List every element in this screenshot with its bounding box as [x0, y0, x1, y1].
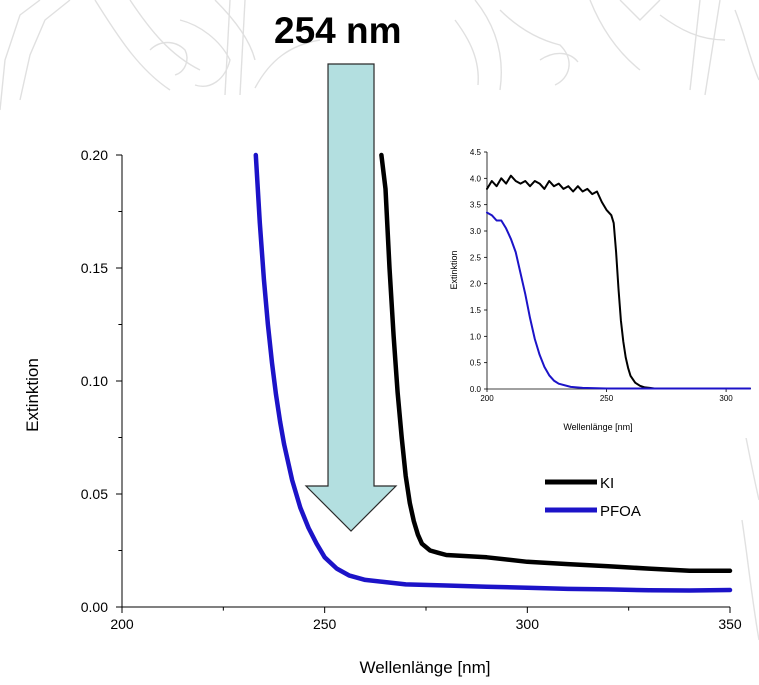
- wavelength-arrow: [304, 63, 398, 532]
- inset-series-line-pfoa: [486, 211, 751, 390]
- y-tick-label: 0.10: [81, 373, 108, 389]
- inset-y-tick-label: 3.5: [470, 201, 482, 210]
- inset-x-tick-label: 300: [719, 394, 733, 403]
- main-plot-area: [253, 152, 733, 593]
- inset-x-tick-label: 250: [600, 394, 614, 403]
- inset-series-line-ki: [486, 174, 751, 390]
- main-axes: 200 250 300 350 0.00 0.05 0.10 0.15 0.20: [81, 147, 742, 632]
- y-tick-label: 0.15: [81, 260, 108, 276]
- inset-y-tick-label: 0.5: [470, 359, 482, 368]
- inset-y-tick-label: 2.5: [470, 253, 482, 262]
- inset-y-tick-label: 0.0: [470, 385, 482, 394]
- legend-label-ki: KI: [600, 475, 614, 492]
- y-axis-title: Extinktion: [23, 358, 42, 432]
- x-axis-title: Wellenlänge [nm]: [359, 658, 490, 677]
- legend: KI PFOA: [545, 475, 641, 520]
- series-line-ki: [379, 152, 733, 574]
- series-line-pfoa: [253, 152, 733, 593]
- x-tick-label: 300: [516, 616, 540, 632]
- inset-y-tick-label: 2.0: [470, 280, 482, 289]
- down-arrow-icon: [304, 63, 398, 532]
- x-tick-label: 200: [110, 616, 134, 632]
- inset-y-tick-label: 1.0: [470, 332, 482, 341]
- inset-y-tick-label: 3.0: [470, 227, 482, 236]
- inset-plot-area: [486, 174, 751, 390]
- inset-y-tick-label: 1.5: [470, 306, 482, 315]
- inset-y-tick-label: 4.0: [470, 174, 482, 183]
- inset-x-tick-label: 200: [480, 394, 494, 403]
- inset-chart: 200 250 3000.00.51.01.52.02.53.03.54.04.5 …: [449, 142, 759, 438]
- x-tick-label: 350: [718, 616, 742, 632]
- y-tick-label: 0.05: [81, 486, 108, 502]
- legend-label-pfoa: PFOA: [600, 503, 641, 520]
- y-tick-label: 0.20: [81, 147, 108, 163]
- inset-y-tick-label: 4.5: [470, 148, 482, 157]
- inset-x-axis-title: Wellenlänge [nm]: [563, 422, 632, 432]
- x-tick-label: 250: [313, 616, 337, 632]
- wavelength-annotation: 254 nm: [274, 10, 402, 51]
- y-tick-label: 0.00: [81, 599, 108, 615]
- inset-y-axis-title: Extinktion: [449, 250, 459, 289]
